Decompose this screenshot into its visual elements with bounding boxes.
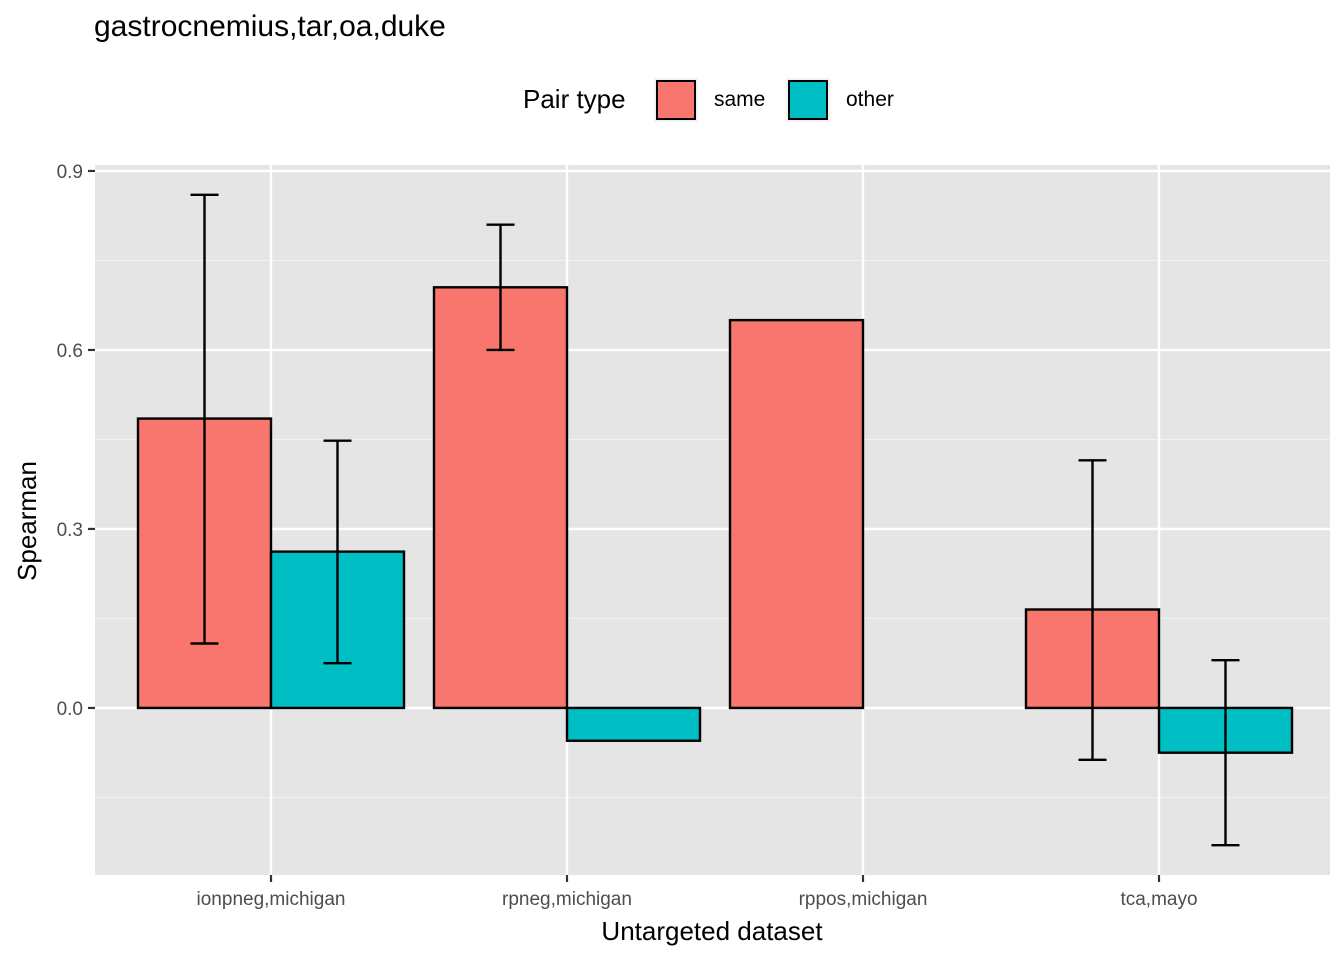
legend-label-other: other: [846, 88, 894, 111]
x-tick-label: rpneg,michigan: [502, 889, 632, 910]
error-bar-other-0: [323, 439, 352, 665]
x-tick-label: ionpneg,michigan: [197, 889, 346, 910]
error-bar-same-1: [486, 223, 515, 352]
error-bar-other-3: [1211, 659, 1240, 847]
x-tick-label: tca,mayo: [1120, 889, 1197, 910]
legend-swatch-same: [656, 80, 696, 120]
legend: Pair type same other: [0, 78, 1344, 122]
legend-title: Pair type: [523, 84, 626, 114]
legend-label-same: same: [714, 88, 766, 111]
bar-same-2: [728, 318, 865, 710]
bar-other-1: [565, 706, 702, 742]
error-bar-same-0: [190, 193, 219, 645]
legend-swatch-other: [788, 80, 828, 120]
error-bar-same-3: [1078, 459, 1107, 762]
y-tick-label: 0.6: [57, 341, 83, 362]
y-axis-title: Spearman: [12, 461, 42, 581]
legend-key-same: [654, 78, 698, 122]
y-tick-label: 0.9: [57, 162, 83, 183]
plot-panel: [95, 165, 1330, 875]
y-tick-label: 0.3: [57, 520, 83, 541]
legend-key-other: [786, 78, 830, 122]
x-axis-title: Untargeted dataset: [601, 916, 823, 946]
chart-title: gastrocnemius,tar,oa,duke: [94, 10, 446, 43]
bar-same-1: [432, 286, 569, 710]
x-tick-label: rppos,michigan: [799, 889, 928, 910]
y-tick-label: 0.0: [57, 699, 83, 720]
